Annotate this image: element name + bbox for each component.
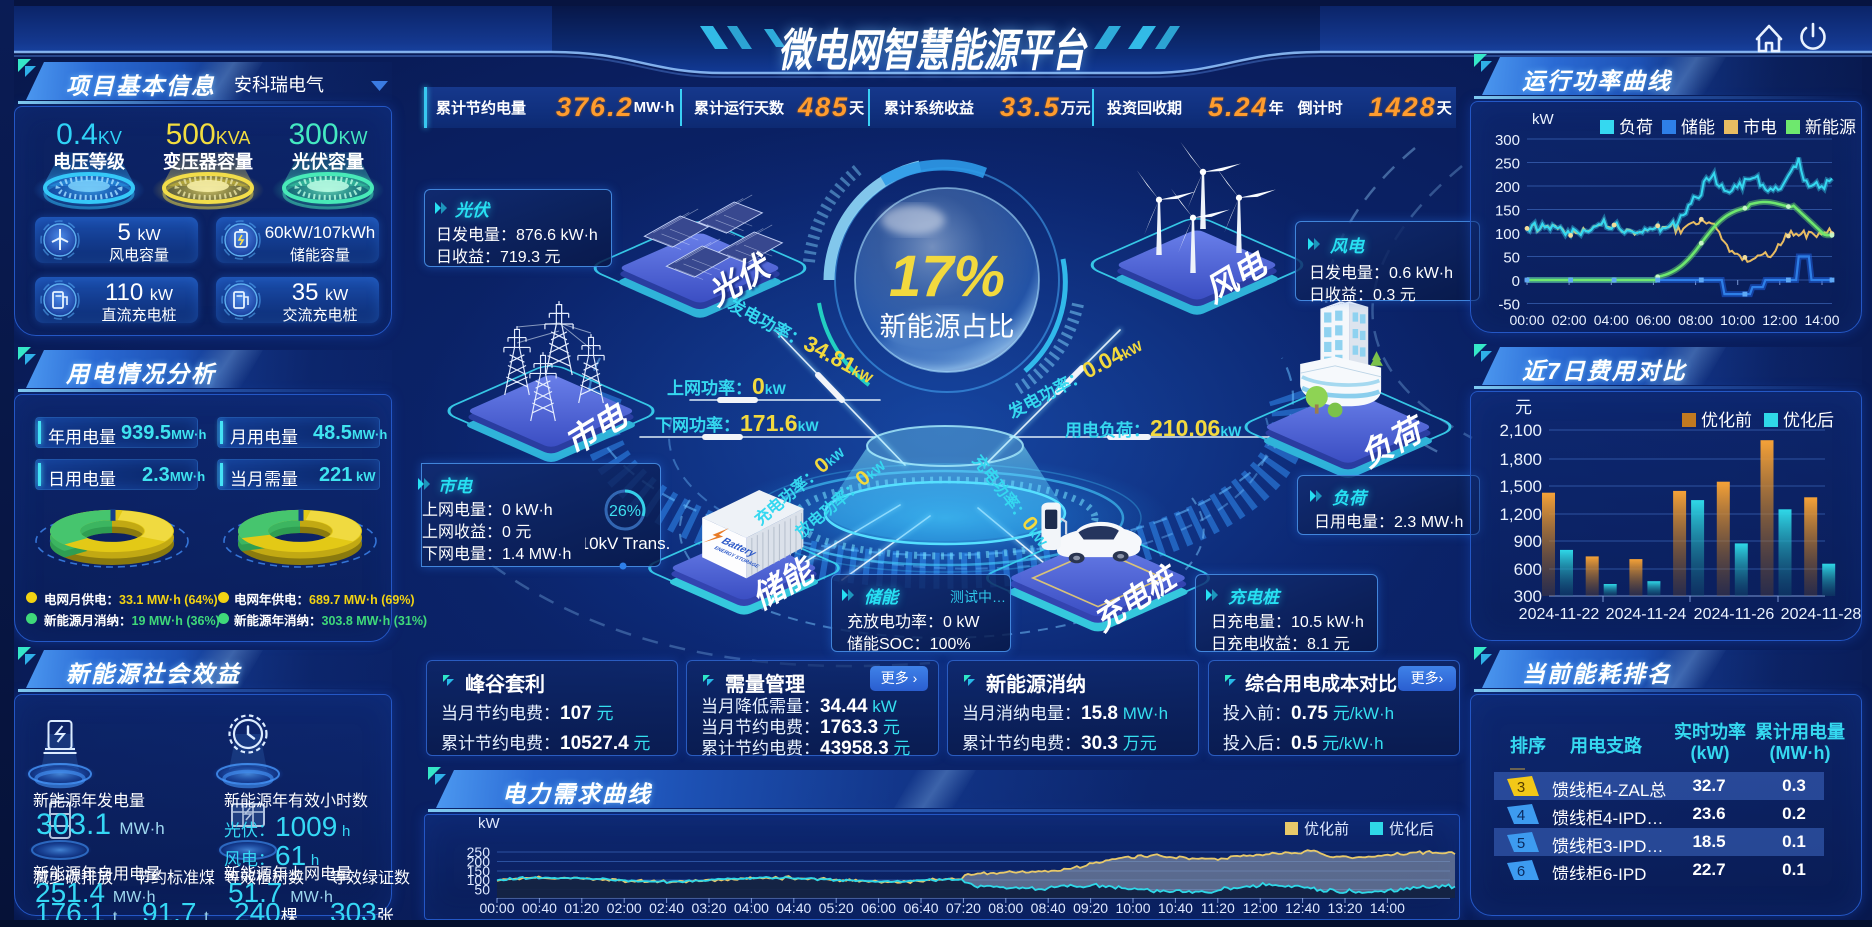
svg-text:优化前: 优化前: [1304, 821, 1349, 838]
svg-text:优化后: 优化后: [1783, 411, 1834, 430]
svg-text:00:40: 00:40: [522, 900, 557, 916]
svg-text:150: 150: [1495, 203, 1520, 220]
svg-text:kW: kW: [478, 815, 501, 832]
svg-text:12:00: 12:00: [1243, 900, 1278, 916]
svg-text:2024-11-26: 2024-11-26: [1694, 606, 1775, 623]
svg-text:150: 150: [467, 863, 491, 879]
svg-text:kW: kW: [1532, 111, 1555, 128]
svg-text:06:00: 06:00: [861, 900, 896, 916]
svg-text:02:00: 02:00: [607, 900, 642, 916]
svg-text:2024-11-28: 2024-11-28: [1781, 606, 1862, 623]
svg-text:26%: 26%: [609, 503, 641, 520]
svg-text:12:40: 12:40: [1285, 900, 1320, 916]
svg-text:00:00: 00:00: [479, 900, 514, 916]
svg-text:储能: 储能: [1681, 118, 1715, 137]
svg-text:02:40: 02:40: [649, 900, 684, 916]
svg-text:00:00: 00:00: [1509, 312, 1544, 328]
svg-text:5: 5: [1517, 835, 1525, 852]
svg-text:17%: 17%: [889, 244, 1005, 309]
svg-text:250: 250: [467, 844, 491, 860]
svg-text:50: 50: [1503, 250, 1520, 267]
svg-text:10:40: 10:40: [1158, 900, 1193, 916]
svg-text:04:00: 04:00: [734, 900, 769, 916]
svg-text:100: 100: [467, 872, 491, 888]
svg-text:50: 50: [474, 882, 490, 898]
svg-text:13:20: 13:20: [1327, 900, 1362, 916]
svg-text:04:40: 04:40: [776, 900, 811, 916]
svg-text:-50: -50: [1498, 297, 1520, 314]
svg-text:发电功率：34.81kW: 发电功率：34.81kW: [724, 290, 880, 389]
svg-text:03:20: 03:20: [691, 900, 726, 916]
svg-text:6: 6: [1517, 863, 1525, 880]
svg-text:11:20: 11:20: [1201, 900, 1235, 916]
svg-text:上网功率：0kW: 上网功率：0kW: [667, 373, 787, 399]
svg-text:08:00: 08:00: [1678, 312, 1713, 328]
svg-text:09:20: 09:20: [1073, 900, 1108, 916]
svg-text:3: 3: [1517, 779, 1525, 796]
svg-text:300: 300: [1514, 587, 1542, 606]
svg-text:14:00: 14:00: [1370, 900, 1405, 916]
svg-text:10:00: 10:00: [1115, 900, 1150, 916]
svg-text:06:40: 06:40: [903, 900, 938, 916]
svg-text:2024-11-24: 2024-11-24: [1606, 606, 1687, 623]
svg-text:04:00: 04:00: [1594, 312, 1629, 328]
svg-text:07:20: 07:20: [946, 900, 981, 916]
svg-text:优化后: 优化后: [1389, 821, 1434, 838]
svg-text:300: 300: [1495, 132, 1520, 149]
svg-text:05:20: 05:20: [819, 900, 854, 916]
svg-text:08:40: 08:40: [1031, 900, 1066, 916]
svg-text:1,800: 1,800: [1499, 450, 1542, 469]
svg-text:1,500: 1,500: [1499, 477, 1542, 496]
svg-text:900: 900: [1514, 532, 1542, 551]
svg-text:250: 250: [1495, 156, 1520, 173]
svg-text:2024-11-22: 2024-11-22: [1519, 606, 1600, 623]
svg-text:12:00: 12:00: [1762, 312, 1797, 328]
svg-text:2,100: 2,100: [1499, 421, 1542, 440]
svg-text:08:00: 08:00: [988, 900, 1023, 916]
svg-text:0: 0: [1512, 273, 1520, 290]
svg-text:1,200: 1,200: [1499, 505, 1542, 524]
svg-text:优化前: 优化前: [1701, 411, 1752, 430]
svg-text:负荷: 负荷: [1619, 118, 1653, 137]
svg-text:02:00: 02:00: [1552, 312, 1587, 328]
svg-text:01:20: 01:20: [564, 900, 599, 916]
svg-text:200: 200: [467, 854, 491, 870]
svg-text:用电负荷：210.06kW: 用电负荷：210.06kW: [1065, 415, 1242, 441]
svg-text:4: 4: [1517, 807, 1525, 824]
svg-text:新能源占比: 新能源占比: [880, 312, 1015, 342]
svg-text:市电: 市电: [1743, 118, 1777, 137]
svg-text:发电功率：0.04kW: 发电功率：0.04kW: [1002, 331, 1147, 424]
svg-text:100: 100: [1495, 226, 1520, 243]
svg-text:14:00: 14:00: [1804, 312, 1839, 328]
svg-text:06:00: 06:00: [1636, 312, 1671, 328]
svg-text:下网功率：171.6kW: 下网功率：171.6kW: [655, 410, 819, 436]
svg-text:10:00: 10:00: [1720, 312, 1755, 328]
svg-text:新能源: 新能源: [1805, 118, 1856, 137]
svg-text:200: 200: [1495, 179, 1520, 196]
svg-text:600: 600: [1514, 560, 1542, 579]
svg-text:元: 元: [1515, 398, 1532, 417]
svg-text:10kV Trans.: 10kV Trans.: [585, 534, 670, 553]
